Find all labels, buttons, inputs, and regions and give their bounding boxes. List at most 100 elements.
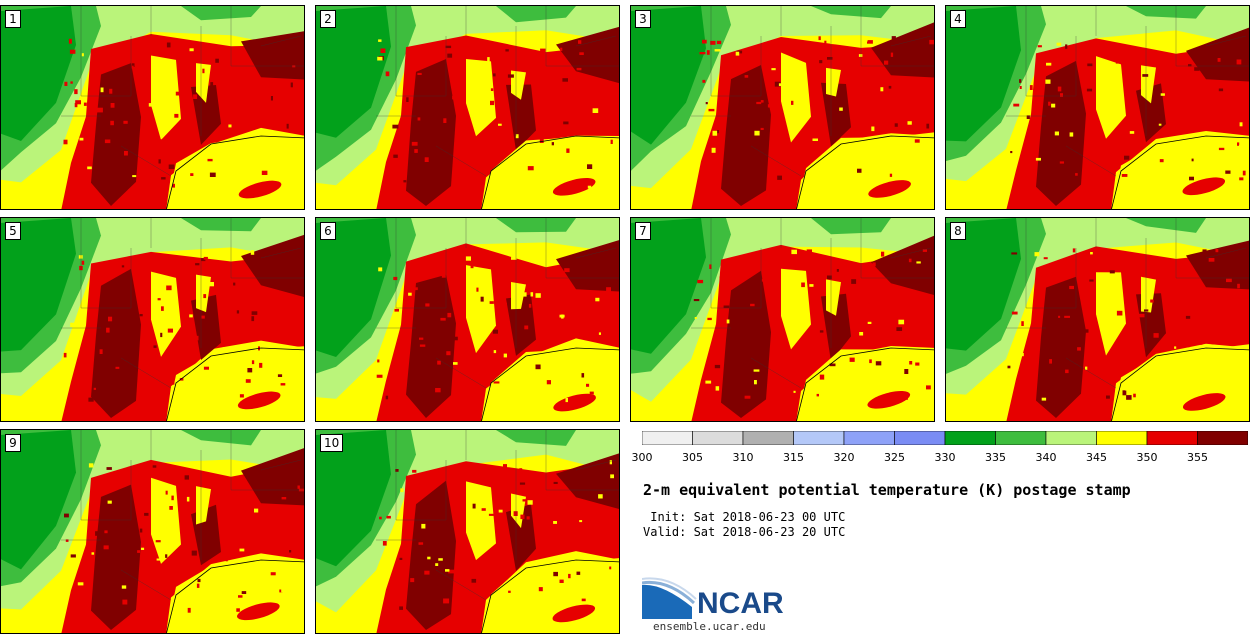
field-speckle <box>1060 93 1063 97</box>
field-speckle <box>63 352 67 358</box>
yellow-region <box>196 486 211 525</box>
dark-red-region <box>556 26 619 84</box>
field-speckle <box>606 265 613 269</box>
field-speckle <box>898 319 905 325</box>
field-speckle <box>889 173 893 177</box>
field-speckle <box>128 45 131 49</box>
dark-green-region <box>1 6 76 141</box>
field-speckle <box>392 124 399 129</box>
field-speckle <box>599 337 605 341</box>
field-speckle <box>503 353 507 358</box>
field-speckle <box>1217 58 1221 62</box>
panel-number: 3 <box>635 10 651 28</box>
field-speckle <box>1090 252 1093 255</box>
field-speckle <box>264 68 269 73</box>
field-speckle <box>63 139 68 145</box>
gulf-red-blob <box>552 604 596 623</box>
field-speckle <box>250 250 255 255</box>
coastline <box>166 135 304 209</box>
state-boundary <box>750 145 802 177</box>
field-speckle <box>417 72 422 75</box>
field-speckle <box>860 336 864 339</box>
field-speckle <box>744 395 751 399</box>
ncar-logo-icon <box>642 577 697 619</box>
green-region <box>181 218 261 232</box>
field-speckle <box>1171 341 1176 347</box>
field-speckle <box>493 350 497 354</box>
member-panel-3: 3 <box>630 5 935 210</box>
field-speckle <box>1236 59 1242 65</box>
field-speckle <box>1046 62 1052 66</box>
field-speckle <box>420 544 423 549</box>
member-panel-2: 2 <box>315 5 620 210</box>
field-speckle <box>1045 79 1051 84</box>
field-speckle <box>1106 395 1110 399</box>
field-speckle <box>552 495 557 499</box>
field-speckle <box>400 488 404 493</box>
panel-number: 2 <box>320 10 336 28</box>
field-speckle <box>68 38 72 44</box>
field-speckle <box>922 249 927 252</box>
field-speckle <box>141 547 145 550</box>
field-speckle <box>1029 85 1033 90</box>
field-speckle <box>385 395 389 400</box>
field-speckle <box>1110 300 1115 306</box>
colorbar-tick-label: 345 <box>1086 451 1107 464</box>
field-speckle <box>1072 248 1076 253</box>
yellow-region <box>511 70 526 100</box>
field-speckle <box>137 550 140 553</box>
field-speckle <box>1239 144 1243 148</box>
field-speckle <box>434 348 439 352</box>
field-speckle <box>438 558 443 561</box>
field-speckle <box>378 39 382 42</box>
field-speckle <box>490 88 494 91</box>
field-speckle <box>557 605 560 609</box>
field-speckle <box>819 60 823 64</box>
state-boundary <box>260 459 302 471</box>
dark-green-region <box>316 6 391 138</box>
field-speckle <box>447 53 453 58</box>
gulf-red-blob <box>237 391 281 410</box>
field-speckle <box>1202 249 1207 253</box>
field-speckle <box>448 569 454 574</box>
field-speckle <box>107 500 112 504</box>
field-speckle <box>888 85 892 89</box>
member-panel-4: 4 <box>945 5 1250 210</box>
field-speckle <box>526 516 530 520</box>
field-speckle <box>413 287 418 291</box>
field-speckle <box>581 373 585 378</box>
field-speckle <box>1049 359 1052 364</box>
field-speckle <box>1158 123 1162 126</box>
field-speckle <box>412 469 417 473</box>
field-speckle <box>503 464 507 469</box>
field-speckle <box>1174 346 1177 349</box>
field-speckle <box>786 146 793 151</box>
dark-green-region <box>1 218 76 352</box>
field-speckle <box>83 102 87 106</box>
map-field <box>316 6 619 209</box>
field-speckle <box>539 138 544 143</box>
field-speckle <box>393 154 398 158</box>
field-speckle <box>706 371 712 374</box>
field-speckle <box>908 258 912 263</box>
field-speckle <box>1019 353 1024 357</box>
field-speckle <box>519 482 526 485</box>
field-speckle <box>443 118 447 123</box>
field-speckle <box>1065 369 1069 374</box>
field-speckle <box>1182 109 1187 114</box>
field-speckle <box>534 288 538 291</box>
yellow-region <box>511 282 526 310</box>
field-speckle <box>270 96 273 101</box>
field-speckle <box>775 277 780 283</box>
field-speckle <box>443 598 450 604</box>
field-speckle <box>909 361 913 365</box>
field-speckle <box>589 391 594 395</box>
field-speckle <box>527 254 531 259</box>
field-speckle <box>169 506 173 510</box>
field-speckle <box>1186 286 1190 291</box>
field-speckle <box>270 586 277 589</box>
field-speckle <box>916 261 921 264</box>
green-region <box>496 218 576 233</box>
field-speckle <box>1211 341 1217 345</box>
coastline <box>481 135 619 209</box>
